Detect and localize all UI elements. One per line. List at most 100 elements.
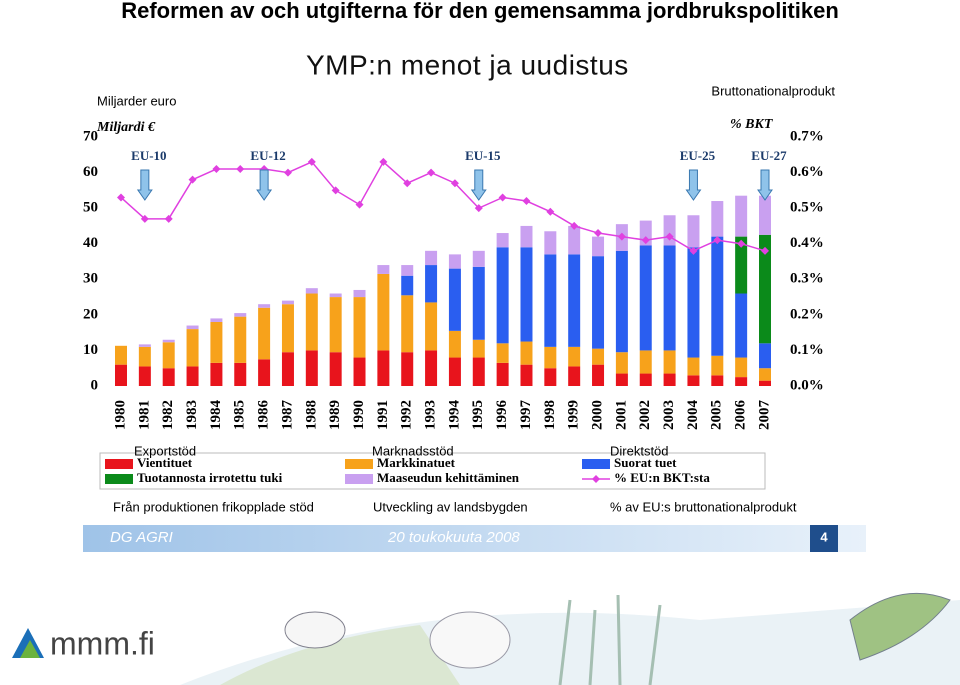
bar-segment (735, 195, 748, 237)
y2-tick-label: 0.3% (790, 271, 824, 287)
bar-segment (425, 265, 438, 303)
bar-segment (425, 302, 438, 351)
legend-label: Markkinatuet (377, 455, 456, 470)
x-tick-label: 1982 (160, 400, 176, 430)
bar-segment (305, 288, 318, 294)
x-tick-label: 1995 (470, 400, 486, 430)
bar-segment (544, 346, 557, 369)
bar-segment (353, 289, 366, 298)
y-tick-label: 20 (83, 306, 98, 322)
y2-tick-label: 0.1% (790, 342, 824, 358)
y2-tick-label: 0.5% (790, 200, 824, 216)
y-tick-label: 0 (91, 377, 99, 393)
legend-swatch (345, 459, 373, 469)
bar-segment (735, 293, 748, 358)
annotation: EU-15 (465, 148, 501, 163)
legend-box (99, 452, 766, 490)
bar-segment (544, 231, 557, 255)
annotation-arrow (136, 169, 153, 201)
x-tick-label: 1980 (112, 400, 128, 430)
line-marker (427, 168, 436, 177)
bar-segment (448, 254, 461, 269)
x-tick-label: 1981 (136, 400, 152, 430)
bar-segment (520, 225, 533, 248)
bar-segment (735, 377, 748, 386)
line-marker (140, 214, 149, 223)
bar-segment (162, 368, 175, 386)
bar-segment (687, 215, 700, 248)
bar-segment (568, 366, 581, 386)
bar-segment (258, 307, 271, 360)
y2-axis-label: % BKT (730, 117, 774, 132)
y-tick-label: 60 (83, 164, 98, 180)
y-tick-label: 40 (83, 235, 98, 251)
line-marker (761, 246, 769, 255)
x-tick-label: 2001 (613, 400, 629, 430)
bar-segment (663, 215, 676, 246)
x-tick-label: 1986 (256, 400, 272, 431)
bar-segment (210, 318, 223, 322)
x-tick-label: 1983 (184, 400, 200, 430)
bar-segment (520, 364, 533, 386)
legend-swatch (582, 459, 610, 469)
line-marker (522, 197, 531, 206)
bar-segment (544, 254, 557, 347)
line-series (120, 160, 766, 252)
bar-segment (305, 350, 318, 386)
x-tick-label: 1990 (351, 400, 367, 430)
line-marker (403, 179, 412, 188)
bar-segment (210, 362, 223, 386)
bar-segment (592, 236, 605, 257)
annotation-arrow (685, 169, 702, 201)
x-tick-label: 2004 (685, 400, 701, 431)
bar-segment (234, 313, 247, 317)
bar-segment (496, 362, 509, 386)
x-tick-label: 1998 (542, 400, 558, 430)
x-tick-label: 1988 (303, 400, 319, 430)
left-caption: Miljarder euro (97, 93, 176, 108)
bar-segment (520, 341, 533, 365)
bar-segment (639, 350, 652, 374)
bar-segment (639, 373, 652, 386)
legend-label: Suorat tuet (614, 455, 677, 470)
bar-segment (162, 342, 175, 369)
legend-swatch (105, 474, 133, 484)
legend-translation: Exportstöd (134, 443, 196, 458)
legend-swatch-marker (592, 475, 600, 483)
bar-segment (759, 234, 771, 344)
annotation: EU-25 (680, 148, 716, 163)
bar-segment (663, 245, 676, 351)
line-marker (617, 232, 626, 241)
bar-segment (568, 225, 581, 255)
line-marker (379, 157, 388, 166)
line-marker (331, 186, 340, 195)
line-marker (164, 214, 173, 223)
line-marker (689, 246, 698, 255)
annotation-arrow (757, 169, 773, 201)
bar-segment (592, 348, 605, 365)
x-tick-label: 1997 (518, 400, 534, 431)
bar-segment (353, 297, 366, 358)
x-tick-label: 2005 (709, 400, 725, 430)
page-number: 4 (820, 529, 828, 544)
legend-label: Tuotannosta irrotettu tuki (137, 470, 283, 485)
legend-translation: Från produktionen frikopplade stöd (113, 499, 314, 514)
bar-segment (162, 339, 175, 343)
bar-segment (639, 245, 652, 351)
line-marker (498, 193, 507, 202)
x-tick-label: 2006 (733, 400, 749, 431)
legend-translation: Marknadsstöd (372, 443, 454, 458)
line-marker (307, 157, 316, 166)
line-marker (474, 204, 483, 213)
y2-tick-label: 0.4% (790, 235, 824, 251)
line-marker (570, 221, 579, 230)
footer-left: DG AGRI (110, 529, 173, 546)
bar-segment (759, 195, 771, 235)
x-tick-label: 1994 (446, 400, 462, 431)
x-tick-label: 1984 (208, 400, 224, 431)
y2-tick-label: 0.7% (790, 128, 824, 144)
y2-tick-label: 0.6% (790, 164, 824, 180)
y-tick-label: 10 (83, 342, 98, 358)
logo-text: mmm.fi (50, 625, 155, 661)
